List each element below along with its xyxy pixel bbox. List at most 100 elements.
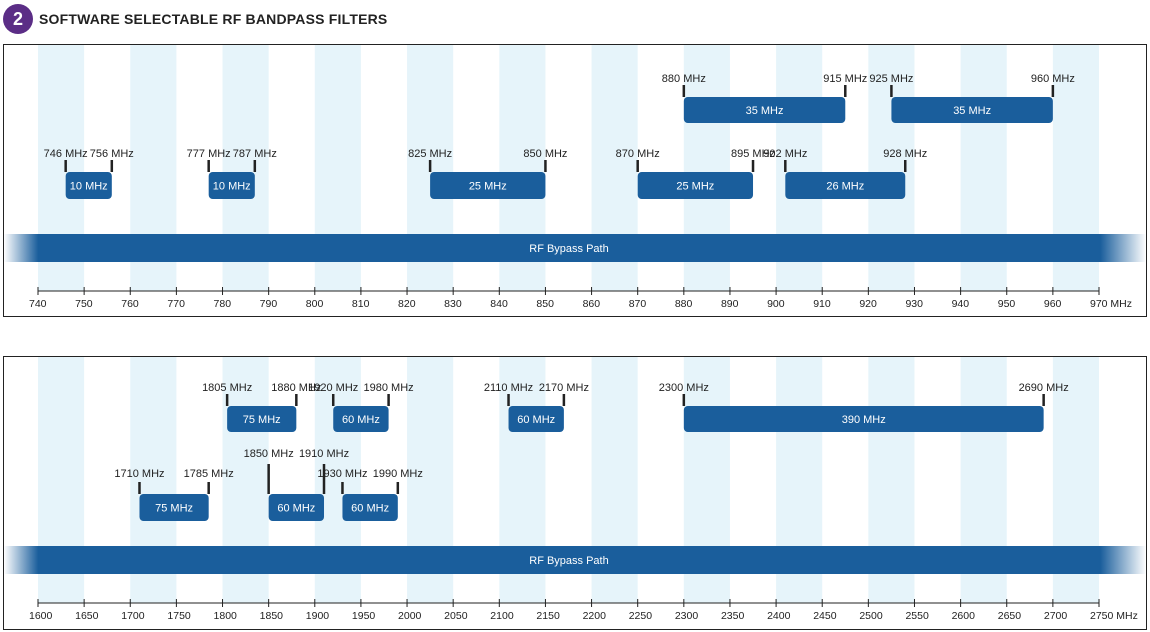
axis-tick-label: 930: [905, 298, 923, 310]
filter-end-label: 850 MHz: [523, 148, 567, 160]
filter-bandwidth-label: 60 MHz: [351, 503, 389, 515]
filter-start-label: 1850 MHz: [244, 448, 294, 460]
filter-end-label: 1880 MHz: [271, 382, 321, 394]
filter-band: [785, 172, 906, 199]
filter-band: [268, 494, 325, 521]
filter-start-marker: [428, 160, 432, 172]
axis-tick-label: 1950: [352, 610, 376, 622]
axis-tick-label: 2550: [905, 610, 929, 622]
filter-bandwidth-label: 60 MHz: [342, 414, 380, 426]
filter-band: [683, 97, 846, 123]
filter-bandwidth-label: 10 MHz: [70, 181, 108, 193]
filter-start-label: 825 MHz: [408, 148, 452, 160]
filter-end-marker: [110, 160, 114, 172]
filter-start-marker: [341, 482, 344, 494]
filter-end-label: 895 MHz: [731, 148, 775, 160]
axis-tick-label: 940: [952, 298, 970, 310]
filter-end-label: 1785 MHz: [184, 468, 234, 480]
filter-bandwidth-label: 75 MHz: [243, 414, 281, 426]
filter-start-marker: [682, 394, 686, 406]
filter-bandwidth-label: 26 MHz: [826, 181, 864, 193]
filter-bandwidth-label: 60 MHz: [517, 414, 555, 426]
filter-band: [683, 406, 1044, 432]
axis-tick-label: 2500: [859, 610, 883, 622]
filter-end-label: 915 MHz: [823, 73, 867, 85]
filter-end-label: 1990 MHz: [373, 468, 423, 480]
axis-tick-label: 920: [859, 298, 877, 310]
filter-bandwidth-label: 25 MHz: [676, 181, 714, 193]
axis-tick-label: 1650: [75, 610, 99, 622]
filter-end-label: 787 MHz: [233, 148, 277, 160]
filter-end-label: 928 MHz: [883, 148, 927, 160]
axis-tick-label: 1900: [306, 610, 330, 622]
filter-band: [342, 494, 398, 521]
filter-end-marker: [253, 160, 257, 172]
axis-tick-label: 850: [536, 298, 554, 310]
axis-tick-label: 2050: [444, 610, 468, 622]
filter-bandwidth-label: 35 MHz: [953, 105, 991, 117]
filter-end-label: 1910 MHz: [299, 448, 349, 460]
filter-band: [637, 172, 754, 199]
axis-tick-label: 2100: [490, 610, 514, 622]
filter-end-marker: [207, 482, 210, 494]
rf-bypass-path-bar: [4, 234, 1146, 262]
filter-band: [508, 406, 564, 432]
filter-start-label: 1920 MHz: [308, 382, 358, 394]
filter-end-marker: [1042, 394, 1045, 406]
high-band-filter-panel: RF Bypass Path 1600 1650 1700 1750 1800 1850 19…: [3, 356, 1147, 630]
section-number-badge: 2: [3, 4, 33, 34]
axis-tick-label: 820: [398, 298, 416, 310]
axis-tick-label: 960: [1044, 298, 1062, 310]
axis-tick-label: 1700: [121, 610, 145, 622]
filter-band: [891, 97, 1053, 123]
filter-end-marker: [562, 394, 566, 406]
filter-end-label: 960 MHz: [1031, 73, 1075, 85]
axis-tick-label: 950: [998, 298, 1016, 310]
filter-end-marker: [751, 160, 755, 172]
filter-end-marker: [844, 85, 847, 97]
axis-tick-label: 800: [306, 298, 324, 310]
axis-tick-label: 1800: [214, 610, 238, 622]
axis-tick-label: 2250: [629, 610, 653, 622]
filter-start-label: 1805 MHz: [202, 382, 252, 394]
axis-tick-label: 780: [214, 298, 232, 310]
filter-band: [333, 406, 389, 432]
axis-tick-label: 910: [813, 298, 831, 310]
axis-tick-label: 740: [29, 298, 47, 310]
filter-bandwidth-label: 25 MHz: [469, 181, 507, 193]
filter-start-marker: [784, 160, 787, 172]
filter-start-label: 1930 MHz: [317, 468, 367, 480]
filter-bandwidth-label: 60 MHz: [277, 503, 315, 515]
filter-end-marker: [322, 464, 326, 494]
axis-tick-label: 760: [121, 298, 139, 310]
filter-end-marker: [904, 160, 907, 172]
high-band-filter-diagram: RF Bypass Path 1600 1650 1700 1750 1800 1850 19…: [4, 357, 1146, 622]
filter-start-marker: [138, 482, 141, 494]
filter-end-label: 1980 MHz: [364, 382, 414, 394]
axis-tick-label: 1750: [167, 610, 191, 622]
filter-start-label: 777 MHz: [187, 148, 231, 160]
axis-tick-label: 750: [75, 298, 93, 310]
rf-bypass-path-label: RF Bypass Path: [529, 243, 608, 255]
filter-band: [139, 494, 209, 521]
axis-tick-label: 890: [721, 298, 739, 310]
filter-end-label: 756 MHz: [90, 148, 134, 160]
axis-tick-label: 2600: [952, 610, 976, 622]
axis-tick-label: 2650: [998, 610, 1022, 622]
filter-start-marker: [331, 394, 335, 406]
filter-start-marker: [267, 464, 270, 494]
filter-start-marker: [890, 85, 893, 97]
filter-end-marker: [387, 394, 390, 406]
filter-band: [227, 406, 297, 432]
axis-tick-label: 2400: [767, 610, 791, 622]
axis-tick-label: 2750 MHz: [1090, 610, 1138, 622]
axis-tick-label: 2000: [398, 610, 422, 622]
axis-tick-label: 1600: [29, 610, 53, 622]
low-band-filter-panel: RF Bypass Path 740 750 760 770 780 790 800 810 82…: [3, 44, 1147, 317]
axis-tick-label: 870: [629, 298, 647, 310]
rf-bypass-path-label: RF Bypass Path: [529, 555, 608, 567]
filter-end-label: 2690 MHz: [1019, 382, 1069, 394]
axis-tick-label: 2350: [721, 610, 745, 622]
filter-start-marker: [207, 160, 210, 172]
section-header: 2 SOFTWARE SELECTABLE RF BANDPASS FILTER…: [3, 4, 387, 34]
